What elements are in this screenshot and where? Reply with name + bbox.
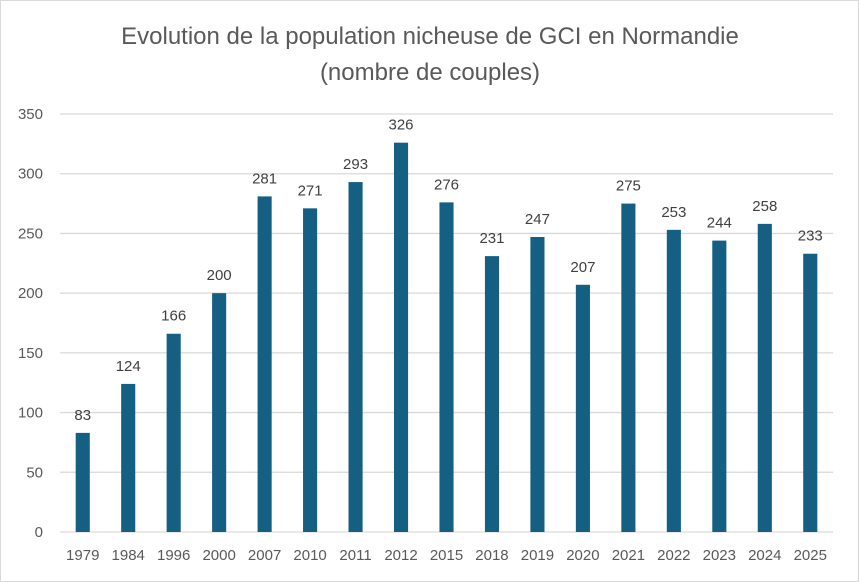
x-tick-label: 2022 — [657, 547, 690, 564]
x-tick-label: 2015 — [430, 547, 463, 564]
bar — [303, 208, 318, 532]
x-tick-label: 2024 — [748, 547, 781, 564]
y-axis-ticks: 0 50 100 150 200 250 300 350 — [18, 106, 43, 541]
x-tick-label: 2019 — [521, 547, 554, 564]
bars — [75, 142, 818, 533]
x-tick-label: 2020 — [566, 547, 599, 564]
x-tick-label: 2010 — [293, 547, 326, 564]
bar — [575, 284, 590, 532]
x-tick-label: 2018 — [475, 547, 508, 564]
data-label: 326 — [389, 117, 414, 134]
bar — [757, 223, 772, 533]
bar — [393, 142, 409, 533]
data-label: 253 — [661, 204, 686, 221]
bar — [121, 383, 136, 532]
y-tick-label: 250 — [18, 225, 43, 242]
y-tick-label: 150 — [18, 345, 43, 362]
data-label: 166 — [161, 308, 186, 325]
x-tick-label: 1979 — [66, 547, 99, 564]
data-label: 124 — [116, 358, 141, 375]
data-label: 276 — [434, 176, 459, 193]
data-label: 258 — [752, 198, 777, 215]
x-tick-label: 2007 — [248, 547, 281, 564]
chart-title: Evolution de la population nicheuse de G… — [121, 23, 739, 50]
bar — [712, 240, 727, 532]
bar — [666, 229, 681, 533]
data-label: 231 — [479, 230, 504, 247]
data-label: 247 — [525, 211, 550, 228]
bar — [348, 182, 363, 532]
y-tick-label: 300 — [18, 166, 43, 183]
x-axis-ticks: 1979 1984 1996 2000 2007 2010 2011 2012 2015 2018… — [66, 547, 827, 564]
y-tick-label: 0 — [35, 524, 43, 541]
y-tick-label: 200 — [18, 285, 43, 302]
bar — [484, 256, 500, 532]
bar — [166, 333, 181, 532]
x-tick-label: 2023 — [703, 547, 736, 564]
chart-subtitle: (nombre de couples) — [320, 59, 540, 86]
data-label: 281 — [252, 170, 277, 187]
bar — [621, 203, 636, 533]
bar — [803, 253, 818, 532]
data-labels: 83 124 166 200 281 271 293 326 276 231 247 207 275 25… — [74, 117, 822, 424]
bar — [530, 237, 545, 533]
bar — [257, 196, 272, 533]
x-tick-label: 2025 — [794, 547, 827, 564]
bar — [75, 432, 90, 532]
bar — [212, 293, 227, 532]
bar — [439, 202, 454, 532]
data-label: 244 — [707, 215, 732, 232]
data-label: 207 — [570, 259, 595, 276]
data-label: 83 — [74, 407, 91, 424]
data-label: 233 — [798, 228, 823, 245]
x-tick-label: 2021 — [612, 547, 645, 564]
data-label: 275 — [616, 178, 641, 195]
x-tick-label: 1996 — [157, 547, 190, 564]
x-tick-label: 2000 — [202, 547, 235, 564]
data-label: 293 — [343, 156, 368, 173]
y-tick-label: 50 — [26, 464, 43, 481]
data-label: 200 — [207, 267, 232, 284]
x-tick-label: 2012 — [384, 547, 417, 564]
x-tick-label: 1984 — [112, 547, 145, 564]
y-tick-label: 350 — [18, 106, 43, 123]
data-label: 271 — [298, 182, 323, 199]
x-tick-label: 2011 — [339, 547, 371, 564]
y-tick-label: 100 — [18, 405, 43, 422]
